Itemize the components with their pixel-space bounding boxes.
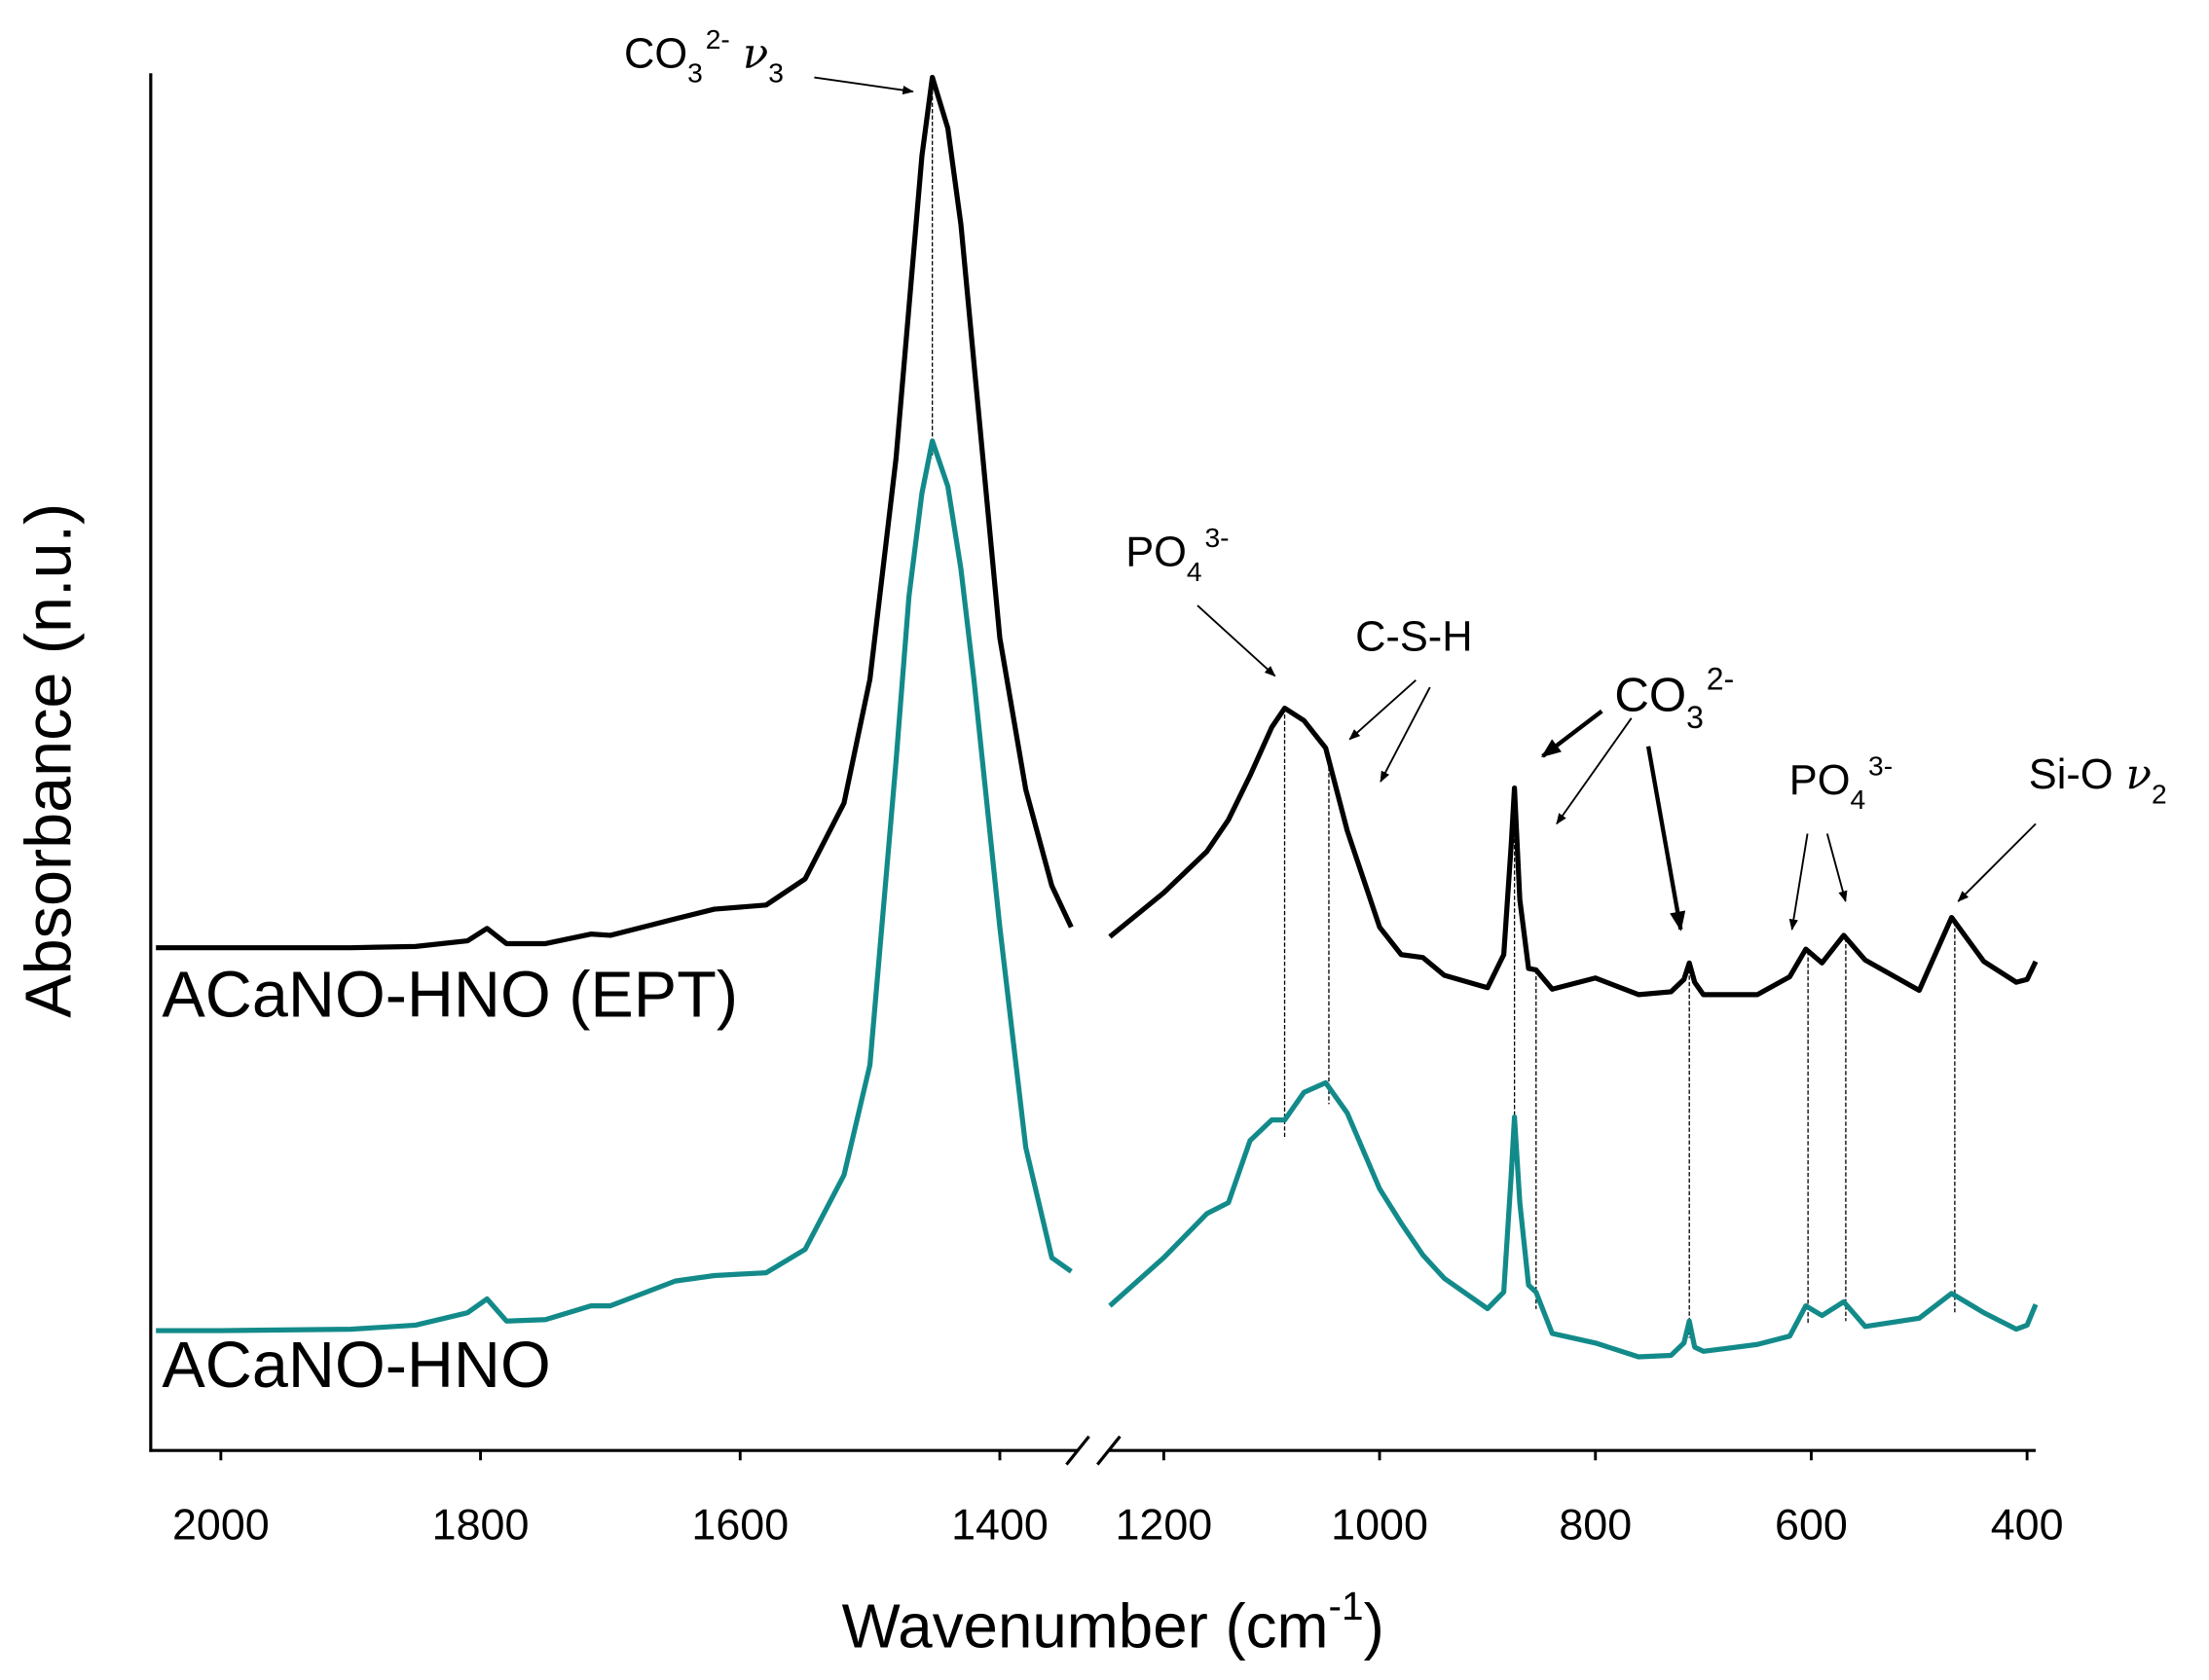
arrow — [1197, 604, 1276, 677]
annotation-sub: 4 — [1850, 784, 1865, 815]
annotation-text: PO — [1125, 530, 1187, 576]
arrow — [814, 76, 914, 95]
x-tick-label: 600 — [1775, 1499, 1848, 1549]
annotation-sup: 3- — [1204, 522, 1229, 553]
x-axis-label-sup: -1 — [1329, 1584, 1364, 1628]
annotation-symbol-sub: 3 — [768, 57, 784, 89]
axis-break — [1065, 1435, 1090, 1466]
annotation-sup: 2- — [706, 23, 730, 55]
annotation: CO32- — [1614, 661, 1734, 734]
series-label: ACaNO-HNO — [162, 1330, 550, 1402]
x-tick-label: 1200 — [1115, 1499, 1212, 1549]
annotation-text: C-S-H — [1355, 613, 1473, 660]
annotation: CO32- ν3 — [624, 23, 784, 89]
x-axis-label-text: Wavenumber (cm — [842, 1592, 1329, 1662]
series-label: ACaNO-HNO (EPT) — [162, 960, 738, 1032]
x-axis-label: Wavenumber (cm-1) — [842, 1584, 1384, 1662]
annotation: PO43- — [1789, 749, 1893, 815]
annotation: Si-O ν2 — [2029, 750, 2167, 809]
x-axis-label-suffix: ) — [1364, 1592, 1384, 1662]
annotation-sup: 3- — [1868, 749, 1893, 781]
arrow — [1788, 833, 1809, 931]
y-axis-label: Absorbance (n.u.) — [13, 503, 85, 1018]
arrows — [814, 76, 2037, 931]
series-line — [156, 74, 2039, 998]
annotation-text: CO — [624, 30, 687, 77]
x-tick-label: 1000 — [1331, 1499, 1428, 1549]
arrow — [1825, 833, 1848, 903]
annotation-symbol: ν — [2126, 750, 2152, 799]
x-tick-label: 1400 — [951, 1499, 1049, 1549]
x-tick-label: 1800 — [432, 1499, 530, 1549]
x-tick-label: 800 — [1559, 1499, 1632, 1549]
x-tick-label: 400 — [1991, 1499, 2064, 1549]
arrow — [1556, 717, 1633, 825]
annotation-sub: 3 — [1686, 700, 1704, 735]
axis-break — [1096, 1435, 1122, 1466]
annotation-sub: 4 — [1187, 556, 1202, 587]
annotation-symbol-sub: 2 — [2152, 778, 2167, 809]
annotation: C-S-H — [1355, 613, 1473, 660]
x-tick-label: 2000 — [172, 1499, 270, 1549]
x-tick-label: 1600 — [691, 1499, 789, 1549]
annotation-sub: 3 — [687, 57, 703, 89]
series-line — [156, 438, 2039, 1360]
annotation-sup: 2- — [1707, 661, 1734, 696]
arrow — [1348, 679, 1417, 741]
arrow — [1957, 822, 2037, 902]
annotation-text: PO — [1789, 757, 1851, 804]
annotation-text: CO — [1614, 669, 1686, 722]
annotation-text: Si-O — [2029, 751, 2114, 798]
annotation: PO43- — [1125, 522, 1229, 587]
arrow — [1645, 746, 1686, 931]
arrow — [1380, 686, 1431, 783]
annotation-symbol: ν — [743, 29, 768, 78]
arrow — [1540, 709, 1603, 758]
axes — [149, 73, 2037, 1466]
